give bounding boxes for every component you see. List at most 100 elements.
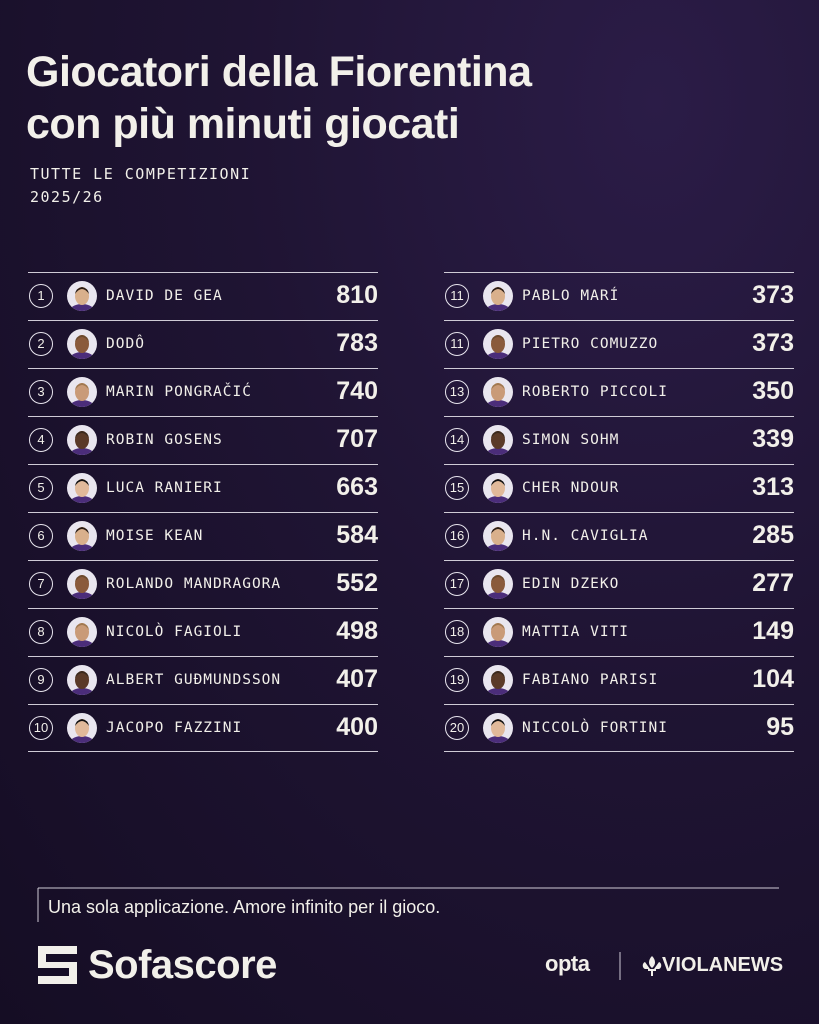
player-row: 10 JACOPO FAZZINI 400	[28, 704, 378, 752]
minutes: 149	[752, 617, 794, 645]
rank-badge: 11	[445, 284, 469, 308]
minutes: 407	[336, 665, 378, 693]
minutes: 339	[752, 425, 794, 453]
fleur-icon	[642, 956, 662, 976]
avatar	[483, 521, 513, 551]
avatar	[483, 329, 513, 359]
player-name: SIMON SOHM	[522, 432, 620, 448]
rank-badge: 13	[445, 380, 469, 404]
subtitle-line: TUTTE LE COMPETIZIONI	[30, 165, 252, 183]
player-name: H.N. CAVIGLIA	[522, 528, 649, 544]
player-name: ROBERTO PICCOLI	[522, 384, 668, 400]
minutes: 373	[752, 281, 794, 309]
avatar	[67, 377, 97, 407]
avatar	[67, 521, 97, 551]
minutes: 277	[752, 569, 794, 597]
title-line: Giocatori della Fiorentina	[26, 48, 532, 96]
player-name: DODÔ	[106, 336, 145, 352]
player-row: 16 H.N. CAVIGLIA 285	[444, 512, 794, 560]
minutes: 400	[336, 713, 378, 741]
player-name: LUCA RANIERI	[106, 480, 223, 496]
avatar	[67, 473, 97, 503]
minutes: 373	[752, 329, 794, 357]
player-name: ROLANDO MANDRAGORA	[106, 576, 282, 592]
subtitle-line: 2025/26	[30, 188, 104, 206]
player-row: 8 NICOLÒ FAGIOLI 498	[28, 608, 378, 656]
player-row: 4 ROBIN GOSENS 707	[28, 416, 378, 464]
minutes: 740	[336, 377, 378, 405]
player-name: NICOLÒ FAGIOLI	[106, 624, 243, 640]
brand: Sofascore	[88, 943, 277, 987]
rank-badge: 14	[445, 428, 469, 452]
player-name: CHER NDOUR	[522, 480, 620, 496]
avatar	[67, 665, 97, 695]
player-name: ROBIN GOSENS	[106, 432, 223, 448]
player-name: JACOPO FAZZINI	[106, 720, 243, 736]
minutes: 313	[752, 473, 794, 501]
title: Giocatori della Fiorentina con più minut…	[26, 46, 532, 150]
rank-badge: 10	[29, 716, 53, 740]
player-row: 5 LUCA RANIERI 663	[28, 464, 378, 512]
player-row: 14 SIMON SOHM 339	[444, 416, 794, 464]
minutes: 95	[766, 713, 794, 741]
player-row: 6 MOISE KEAN 584	[28, 512, 378, 560]
player-name: EDIN DZEKO	[522, 576, 620, 592]
subtitle: TUTTE LE COMPETIZIONI 2025/26	[30, 163, 251, 209]
player-row: 11 PIETRO COMUZZO 373	[444, 320, 794, 368]
avatar	[67, 713, 97, 743]
rank-badge: 5	[29, 476, 53, 500]
partner-logo: opta	[545, 951, 590, 976]
avatar	[483, 281, 513, 311]
rank-badge: 3	[29, 380, 53, 404]
player-name: MATTIA VITI	[522, 624, 630, 640]
minutes: 783	[336, 329, 378, 357]
minutes: 498	[336, 617, 378, 645]
minutes: 663	[336, 473, 378, 501]
player-name: PIETRO COMUZZO	[522, 336, 659, 352]
player-row: 7 ROLANDO MANDRAGORA 552	[28, 560, 378, 608]
rank-badge: 19	[445, 668, 469, 692]
avatar	[483, 713, 513, 743]
player-name: PABLO MARÍ	[522, 288, 620, 304]
rank-badge: 16	[445, 524, 469, 548]
rank-badge: 17	[445, 572, 469, 596]
player-row: 2 DODÔ 783	[28, 320, 378, 368]
minutes: 810	[336, 281, 378, 309]
rank-badge: 18	[445, 620, 469, 644]
avatar	[483, 473, 513, 503]
avatar	[67, 329, 97, 359]
title-line: con più minuti giocati	[26, 100, 460, 148]
rank-badge: 4	[29, 428, 53, 452]
minutes: 104	[752, 665, 794, 693]
rank-badge: 2	[29, 332, 53, 356]
player-row: 15 CHER NDOUR 313	[444, 464, 794, 512]
player-row: 13 ROBERTO PICCOLI 350	[444, 368, 794, 416]
player-name: MARIN PONGRAČIĆ	[106, 384, 252, 400]
avatar	[483, 569, 513, 599]
avatar	[483, 665, 513, 695]
player-row: 11 PABLO MARÍ 373	[444, 272, 794, 320]
minutes: 584	[336, 521, 378, 549]
avatar	[67, 425, 97, 455]
rank-badge: 1	[29, 284, 53, 308]
minutes: 350	[752, 377, 794, 405]
player-row: 9 ALBERT GUÐMUNDSSON 407	[28, 656, 378, 704]
player-row: 3 MARIN PONGRAČIĆ 740	[28, 368, 378, 416]
rank-badge: 7	[29, 572, 53, 596]
partner-logo: VIOLANEWS	[662, 954, 784, 976]
player-row: 18 MATTIA VITI 149	[444, 608, 794, 656]
rank-badge: 6	[29, 524, 53, 548]
player-row: 1 DAVID DE GEA 810	[28, 272, 378, 320]
rank-badge: 11	[445, 332, 469, 356]
player-row: 20 NICCOLÒ FORTINI 95	[444, 704, 794, 752]
player-name: DAVID DE GEA	[106, 288, 223, 304]
rank-badge: 9	[29, 668, 53, 692]
avatar	[67, 281, 97, 311]
avatar	[483, 377, 513, 407]
brand-icon	[38, 946, 77, 984]
rank-badge: 8	[29, 620, 53, 644]
player-name: FABIANO PARISI	[522, 672, 659, 688]
rank-badge: 20	[445, 716, 469, 740]
minutes: 552	[336, 569, 378, 597]
